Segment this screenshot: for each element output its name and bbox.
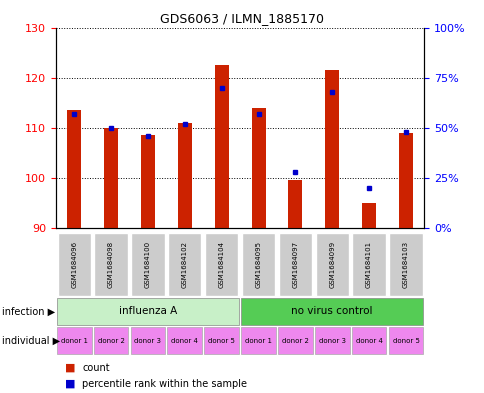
Text: GSM1684098: GSM1684098 — [108, 241, 114, 288]
Text: donor 4: donor 4 — [171, 338, 198, 344]
Text: GSM1684097: GSM1684097 — [292, 241, 298, 288]
Text: GSM1684102: GSM1684102 — [182, 241, 187, 288]
FancyBboxPatch shape — [352, 233, 385, 296]
FancyBboxPatch shape — [94, 233, 127, 296]
Text: GSM1684096: GSM1684096 — [71, 241, 77, 288]
Bar — [398, 133, 412, 228]
Text: donor 2: donor 2 — [97, 338, 124, 344]
Bar — [141, 135, 154, 228]
Text: donor 2: donor 2 — [281, 338, 308, 344]
Text: donor 1: donor 1 — [60, 338, 88, 344]
Text: GSM1684099: GSM1684099 — [329, 241, 334, 288]
Text: GSM1684100: GSM1684100 — [145, 241, 151, 288]
Text: donor 3: donor 3 — [134, 338, 161, 344]
FancyBboxPatch shape — [388, 327, 423, 354]
Text: count: count — [82, 363, 110, 373]
FancyBboxPatch shape — [204, 327, 239, 354]
FancyBboxPatch shape — [167, 327, 202, 354]
Bar — [251, 108, 265, 228]
Text: ■: ■ — [65, 363, 76, 373]
Bar — [214, 65, 228, 228]
FancyBboxPatch shape — [241, 298, 423, 325]
Text: donor 5: donor 5 — [392, 338, 419, 344]
FancyBboxPatch shape — [315, 233, 348, 296]
Text: donor 1: donor 1 — [244, 338, 272, 344]
Bar — [362, 203, 375, 228]
FancyBboxPatch shape — [242, 233, 274, 296]
Bar — [288, 180, 302, 228]
FancyBboxPatch shape — [130, 327, 165, 354]
Text: individual ▶: individual ▶ — [2, 336, 60, 346]
FancyBboxPatch shape — [314, 327, 349, 354]
Text: influenza A: influenza A — [119, 307, 177, 316]
Text: GSM1684101: GSM1684101 — [365, 241, 371, 288]
FancyBboxPatch shape — [241, 327, 275, 354]
FancyBboxPatch shape — [205, 233, 238, 296]
FancyBboxPatch shape — [389, 233, 422, 296]
FancyBboxPatch shape — [277, 327, 312, 354]
Text: ■: ■ — [65, 379, 76, 389]
Text: donor 5: donor 5 — [208, 338, 235, 344]
Text: GDS6063 / ILMN_1885170: GDS6063 / ILMN_1885170 — [160, 12, 324, 25]
Text: percentile rank within the sample: percentile rank within the sample — [82, 379, 247, 389]
FancyBboxPatch shape — [278, 233, 311, 296]
FancyBboxPatch shape — [57, 327, 91, 354]
Bar — [104, 128, 118, 228]
Text: infection ▶: infection ▶ — [2, 307, 56, 316]
FancyBboxPatch shape — [58, 233, 91, 296]
Text: GSM1684104: GSM1684104 — [218, 241, 224, 288]
Bar — [325, 70, 338, 228]
Text: no virus control: no virus control — [291, 307, 372, 316]
Text: donor 3: donor 3 — [318, 338, 345, 344]
FancyBboxPatch shape — [351, 327, 386, 354]
Bar — [67, 110, 81, 228]
Text: GSM1684095: GSM1684095 — [255, 241, 261, 288]
Bar — [178, 123, 191, 228]
Text: donor 4: donor 4 — [355, 338, 382, 344]
FancyBboxPatch shape — [57, 298, 239, 325]
Text: GSM1684103: GSM1684103 — [402, 241, 408, 288]
FancyBboxPatch shape — [93, 327, 128, 354]
FancyBboxPatch shape — [168, 233, 201, 296]
FancyBboxPatch shape — [131, 233, 164, 296]
